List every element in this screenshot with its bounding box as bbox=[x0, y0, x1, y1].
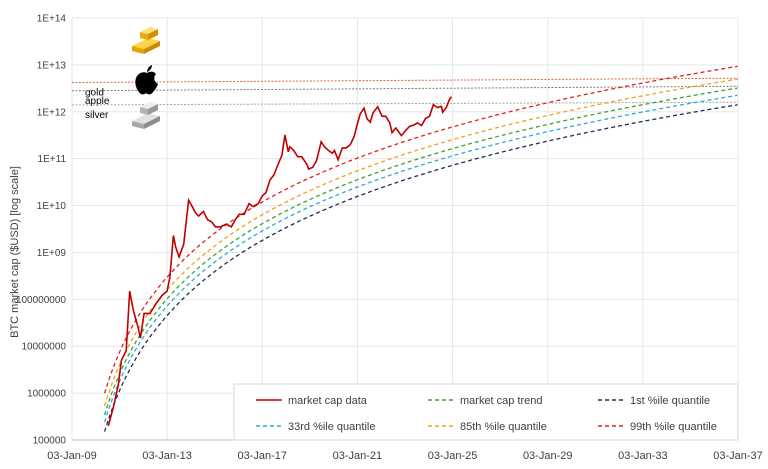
x-tick-label: 03-Jan-37 bbox=[713, 450, 763, 462]
y-tick-label: 1000000 bbox=[27, 389, 66, 400]
x-tick-label: 03-Jan-09 bbox=[47, 450, 97, 462]
reference-line-gold bbox=[71, 77, 739, 84]
y-tick-label: 10000000 bbox=[22, 342, 67, 353]
legend-label: 99th %ile quantile bbox=[630, 421, 717, 433]
x-tick-label: 03-Jan-17 bbox=[238, 450, 288, 462]
series-line-market-cap-data bbox=[107, 96, 453, 427]
y-tick-label: 100000 bbox=[33, 436, 67, 447]
legend-label: 1st %ile quantile bbox=[630, 395, 710, 407]
y-tick-label: 1E+14 bbox=[37, 14, 67, 25]
legend-label: market cap trend bbox=[460, 395, 543, 407]
gold-bar-icon bbox=[132, 27, 160, 54]
series-line-33rd-ile-quantile bbox=[103, 94, 738, 423]
y-axis-label: BTC market cap ($USD) [log scale] bbox=[9, 166, 21, 338]
x-tick-label: 03-Jan-21 bbox=[333, 450, 383, 462]
y-tick-label: 1E+13 bbox=[37, 60, 67, 71]
x-tick-label: 03-Jan-33 bbox=[618, 450, 668, 462]
series-lines bbox=[103, 65, 738, 432]
y-tick-label: 100000000 bbox=[16, 295, 66, 306]
x-tick-label: 03-Jan-29 bbox=[523, 450, 573, 462]
x-tick-label: 03-Jan-13 bbox=[142, 450, 192, 462]
reference-line-silver bbox=[71, 101, 739, 106]
reference-label-gold: gold bbox=[85, 88, 104, 99]
legend-label: 33rd %ile quantile bbox=[288, 421, 375, 433]
series-line-market-cap-trend bbox=[103, 87, 738, 416]
y-tick-label: 1E+09 bbox=[37, 248, 67, 259]
x-tick-label: 03-Jan-25 bbox=[428, 450, 478, 462]
legend-box bbox=[233, 383, 739, 441]
series-line-1st-ile-quantile bbox=[103, 104, 738, 432]
series-line-85th-ile-quantile bbox=[103, 78, 738, 407]
apple-logo-icon bbox=[135, 65, 158, 95]
grid-lines bbox=[71, 17, 739, 441]
legend-label: 85th %ile quantile bbox=[460, 421, 547, 433]
y-tick-label: 1E+12 bbox=[37, 107, 67, 118]
reference-label-silver: silver bbox=[85, 110, 109, 121]
y-tick-label: 1E+10 bbox=[37, 201, 67, 212]
reference-label-apple: apple bbox=[85, 96, 110, 107]
reference-line-apple bbox=[71, 85, 739, 92]
silver-bar-icon bbox=[132, 102, 160, 129]
legend-label: market cap data bbox=[288, 395, 368, 407]
series-line-99th-ile-quantile bbox=[103, 65, 738, 394]
y-tick-label: 1E+11 bbox=[38, 154, 67, 165]
legend: market cap data market cap trend 1st %ile … bbox=[233, 383, 739, 441]
